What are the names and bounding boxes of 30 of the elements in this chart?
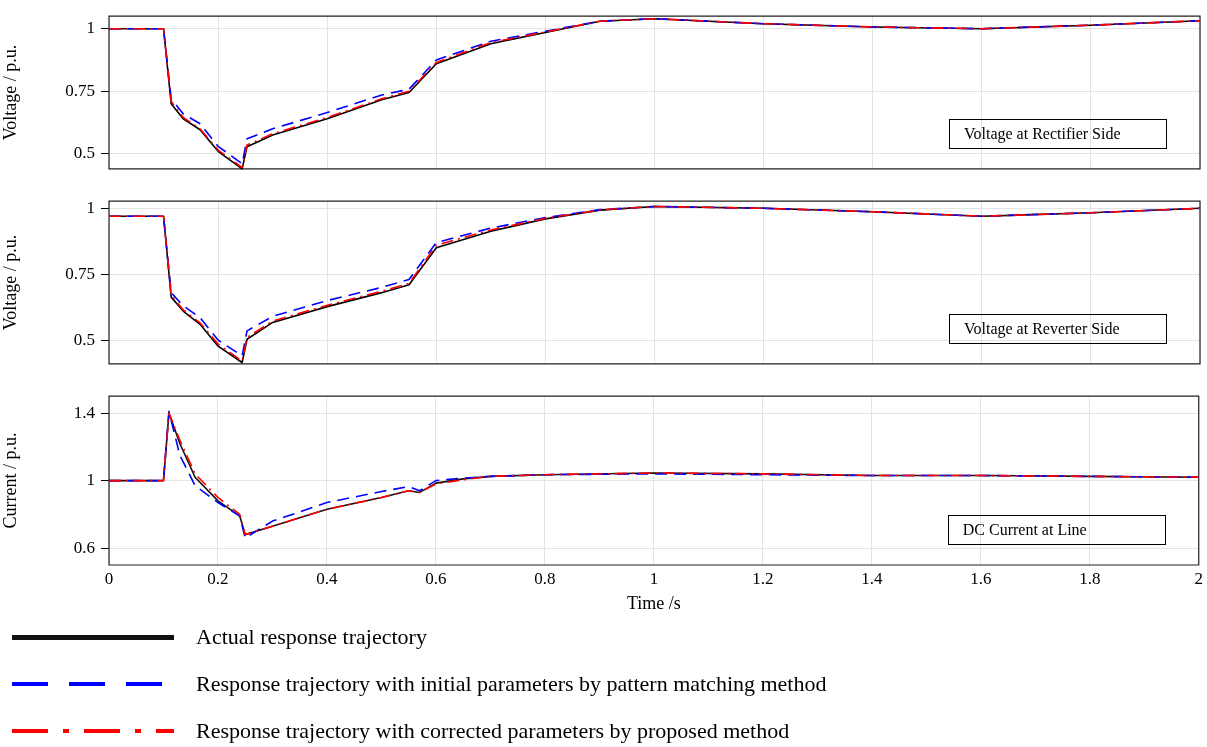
x-tick-label: 0.6 xyxy=(425,568,447,588)
x-axis-title: Time /s xyxy=(626,592,681,613)
annotation: Voltage at Reverter Side xyxy=(949,313,1167,344)
y-tick-label: 1 xyxy=(86,470,95,490)
y-axis-title: Current / p.u. xyxy=(0,432,20,529)
x-tick-label: 0.4 xyxy=(316,568,339,588)
x-tick-label: 0.8 xyxy=(534,568,556,588)
x-tick-label: 1.2 xyxy=(752,568,774,588)
x-tick-label: 0.2 xyxy=(207,568,229,588)
x-tick-label: 1.8 xyxy=(1079,568,1101,588)
y-axis-title: Voltage / p.u. xyxy=(0,234,20,331)
x-tick-label: 1.6 xyxy=(970,568,992,588)
annotation: DC Current at Line xyxy=(947,515,1166,545)
x-tick-label: 0 xyxy=(104,568,114,588)
y-axis-title: Voltage / p.u. xyxy=(0,44,20,141)
x-tick-label: 1.4 xyxy=(861,568,883,588)
y-tick-label: 0.75 xyxy=(65,80,95,100)
y-tick-label: 0.5 xyxy=(73,329,95,349)
y-tick-label: 0.5 xyxy=(73,143,95,163)
x-tick-label: 1 xyxy=(649,568,659,588)
legend-label: Actual response trajectory xyxy=(196,624,427,650)
y-tick-label: 1 xyxy=(86,18,95,38)
legend-label: Response trajectory with corrected parameters by proposed method xyxy=(196,718,790,744)
legend-label: Response trajectory with initial parameters by pattern matching method xyxy=(196,671,827,697)
x-tick-label: 2 xyxy=(1194,568,1203,588)
y-tick-label: 1.4 xyxy=(73,402,96,422)
y-tick-label: 1 xyxy=(86,197,95,217)
y-tick-label: 0.75 xyxy=(65,263,95,283)
annotation: Voltage at Rectifier Side xyxy=(949,118,1167,149)
y-tick-label: 0.6 xyxy=(73,537,95,557)
